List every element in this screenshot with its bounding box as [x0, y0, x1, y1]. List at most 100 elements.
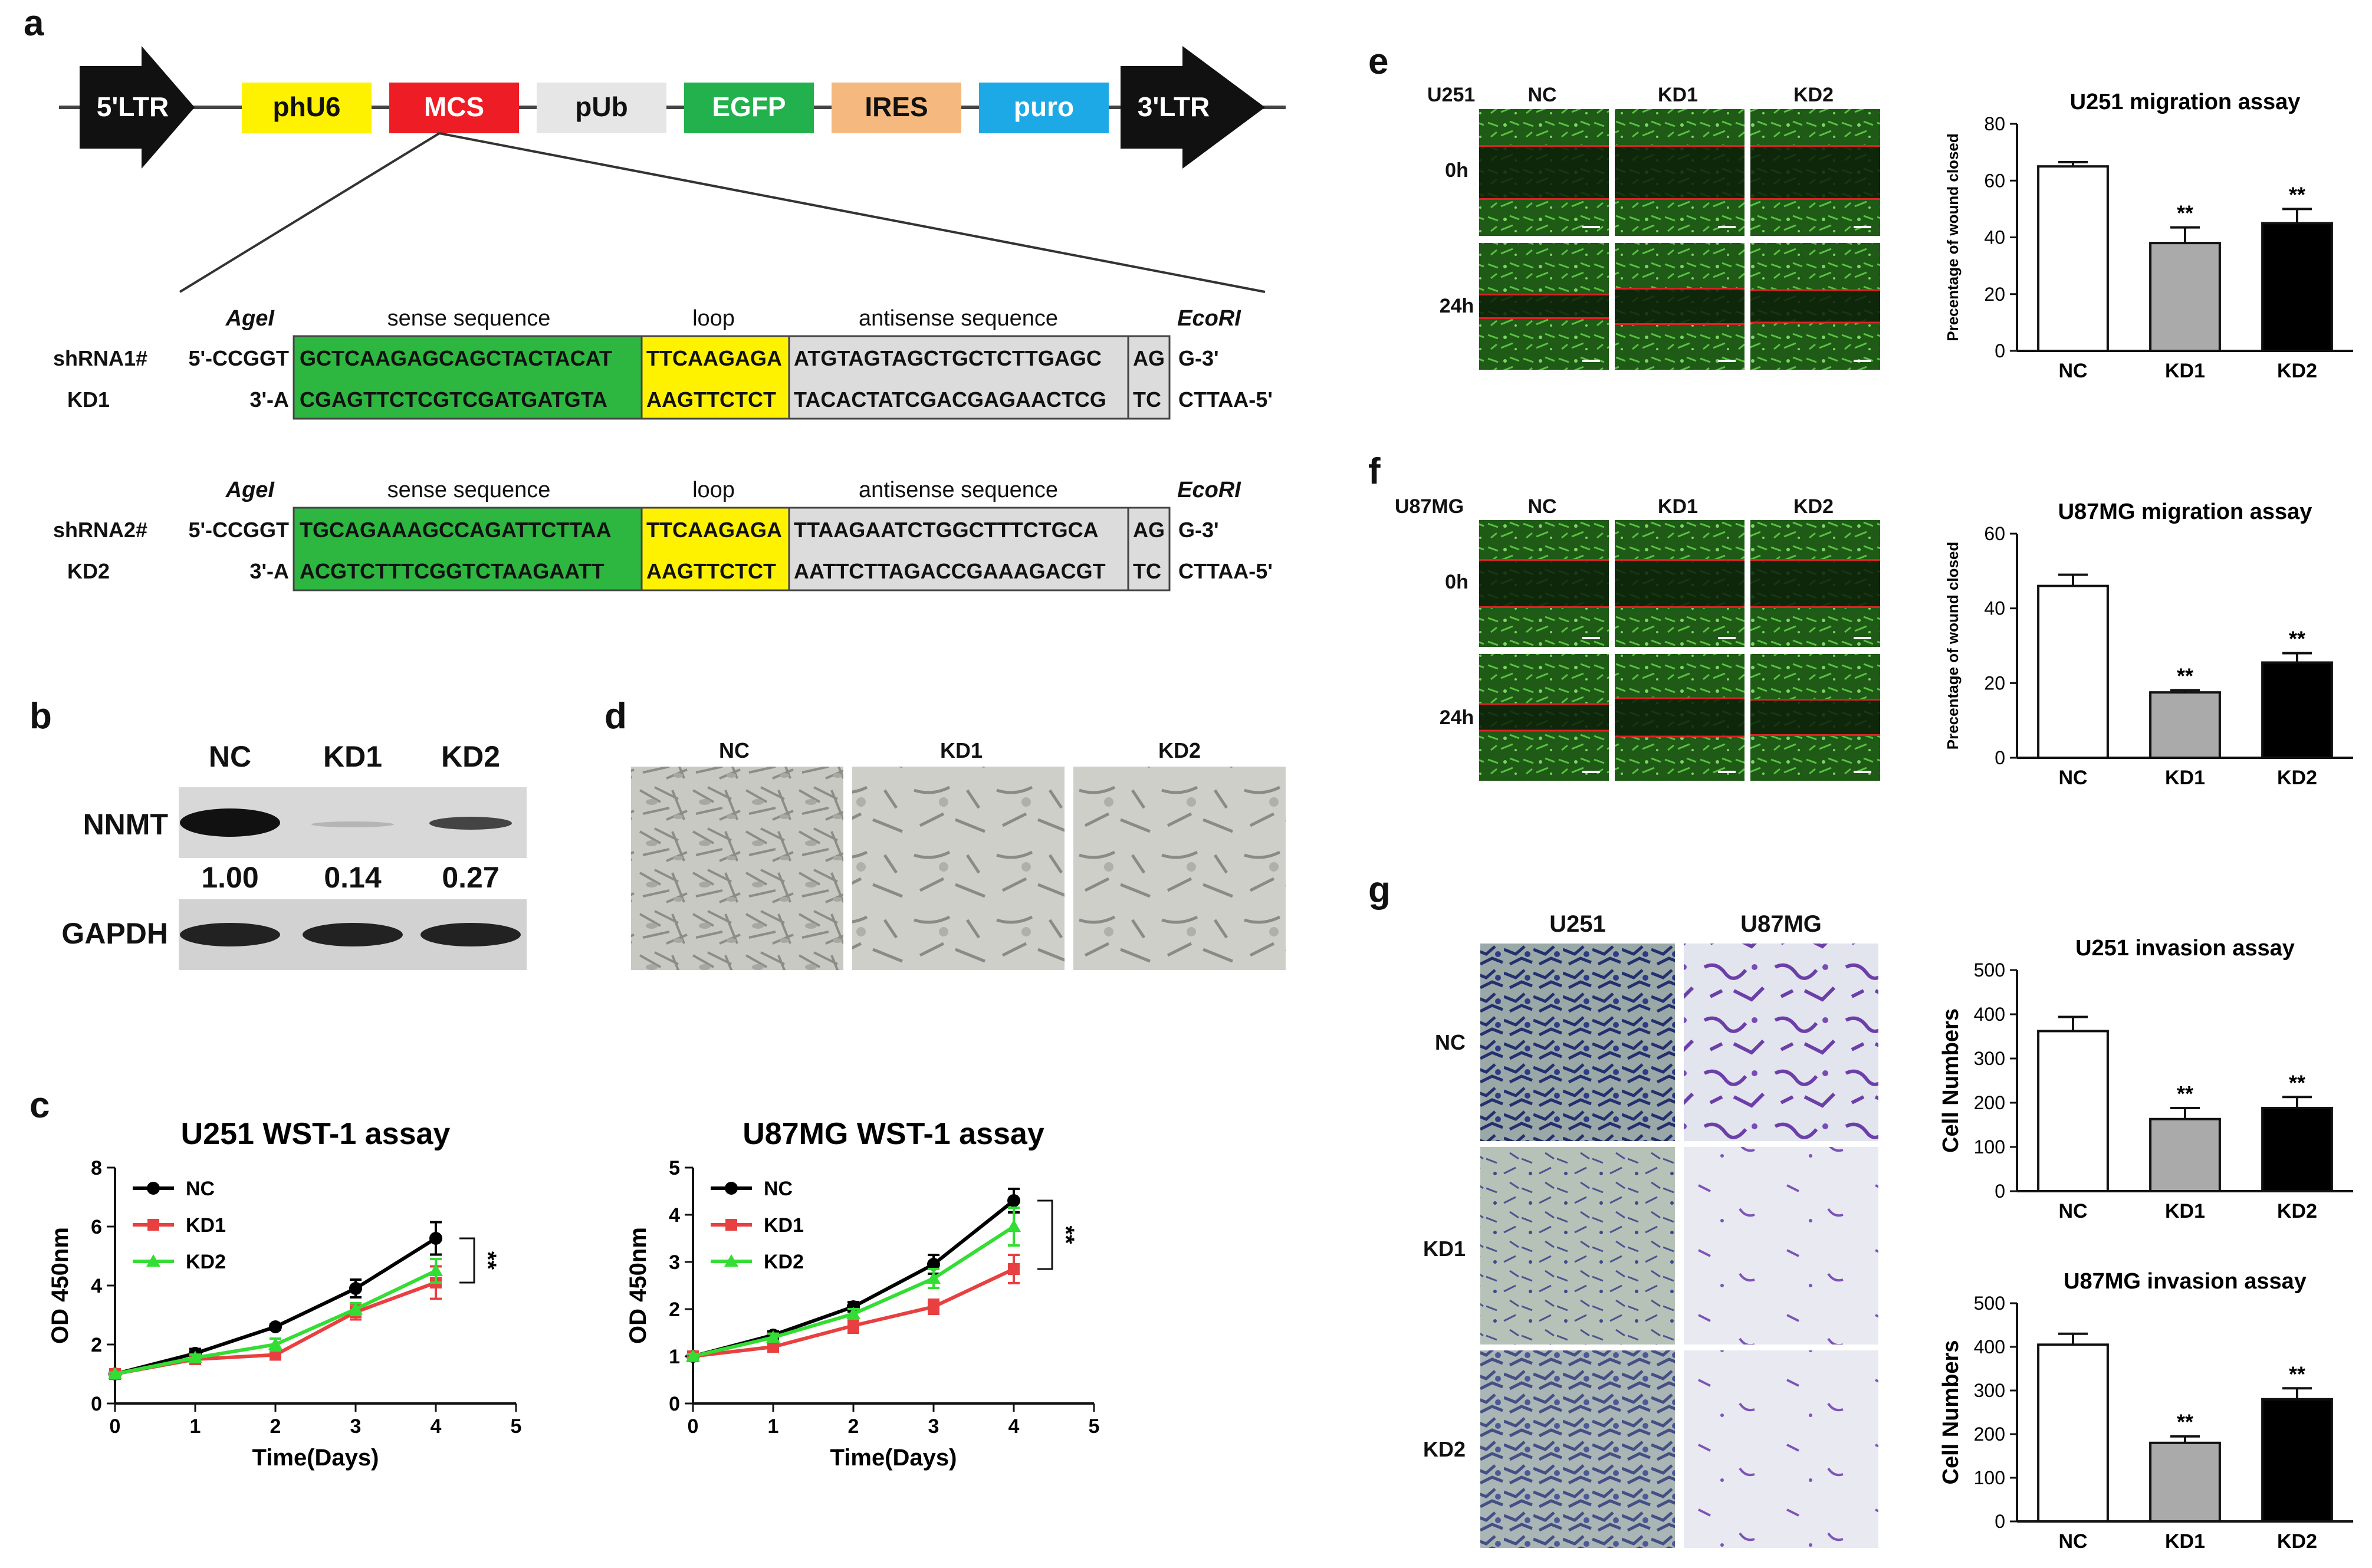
top-prefix: 5'-CCGGT: [188, 518, 289, 542]
y-tick-label: 20: [1984, 284, 2005, 305]
ratio-value: 1.00: [201, 861, 258, 894]
gapdh-band: [303, 923, 403, 946]
end-top: AG: [1133, 518, 1165, 542]
panel-label-d: d: [605, 696, 627, 737]
y-tick-label: 300: [1974, 1048, 2005, 1069]
x-tick-label: KD2: [2277, 767, 2317, 789]
x-tick-label: KD2: [2277, 1530, 2317, 1553]
bottom-prefix: 3'-A: [249, 387, 289, 412]
chart-title: U251 WST-1 assay: [181, 1117, 451, 1151]
y-tick-label: 0: [1995, 340, 2005, 361]
significance-label: **: [2289, 182, 2305, 206]
wound-gap: [1479, 704, 1609, 731]
y-tick-label: 500: [1974, 1293, 2005, 1314]
y-tick-label: 4: [669, 1204, 680, 1227]
nnmt-band-kd1: [311, 821, 394, 827]
agel-label: AgeI: [225, 306, 275, 331]
morph-label: KD1: [940, 738, 983, 762]
significance-label: **: [2177, 663, 2193, 688]
migration-images-u87mg: U87MG NC KD1 KD2 0h 24h: [1395, 495, 1880, 781]
y-tick-label: 400: [1974, 1004, 2005, 1025]
antisense-header: antisense sequence: [859, 306, 1058, 331]
y-axis-label: Precentage of wound closed: [1944, 133, 1962, 341]
data-point: [429, 1264, 443, 1276]
row-label: KD2: [1423, 1437, 1466, 1461]
sense-bottom: ACGTCTTTCGGTCTAAGAATT: [300, 559, 605, 583]
significance-label: **: [2177, 1082, 2193, 1106]
panel-label-b: b: [29, 696, 52, 737]
y-tick-label: 40: [1984, 598, 2005, 619]
antisense-bottom: AATTCTTAGACCGAAAGACGT: [794, 559, 1106, 583]
bar: [2149, 691, 2221, 759]
data-point: [846, 1307, 860, 1319]
shrna-name: shRNA1#: [53, 346, 147, 370]
row-label: 0h: [1445, 159, 1468, 182]
x-tick-label: 4: [1008, 1415, 1020, 1438]
ecori-label: EcoRI: [1177, 306, 1241, 331]
y-tick-label: 0: [1995, 1511, 2005, 1532]
data-point: [1007, 1219, 1021, 1232]
wound-gap: [1479, 560, 1609, 607]
loop-header: loop: [692, 478, 735, 502]
invasion-image-u251-nc: [1480, 944, 1675, 1141]
antisense-bottom: TACACTATCGACGAGAACTCG: [794, 387, 1106, 412]
wound-gap: [1750, 146, 1880, 199]
lane-label: KD2: [441, 740, 500, 773]
y-tick-label: 8: [91, 1157, 102, 1179]
x-tick-label: KD1: [2165, 767, 2205, 789]
invasion-image-u251-kd1: [1480, 1147, 1675, 1345]
chart-title: U87MG migration assay: [2058, 499, 2312, 524]
loop-top: TTCAAGAGA: [646, 346, 782, 370]
y-tick-label: 1: [669, 1346, 680, 1368]
vector-pub: pUb: [537, 83, 666, 133]
vector-egfp: EGFP: [684, 83, 814, 133]
wound-gap: [1479, 294, 1609, 318]
cell-line-label: U87MG: [1395, 495, 1464, 518]
wound-gap: [1750, 699, 1880, 735]
legend-label: NC: [764, 1178, 793, 1200]
y-tick-label: 100: [1974, 1136, 2005, 1158]
row-label: 0h: [1445, 571, 1468, 593]
y-axis-label: Cell Numbers: [1939, 1008, 1963, 1153]
bar: [2261, 661, 2333, 759]
ecori-label: EcoRI: [1177, 478, 1241, 502]
x-tick-label: KD1: [2165, 1530, 2205, 1553]
kd-name: KD2: [67, 559, 110, 583]
col-label: KD2: [1793, 84, 1834, 106]
kd-name: KD1: [67, 387, 110, 412]
sense-bottom: CGAGTTCTCGTCGATGATGTA: [300, 387, 607, 412]
data-point: [847, 1320, 859, 1332]
bar: [2149, 1441, 2221, 1523]
lane-label: KD1: [323, 740, 382, 773]
vector-map: 5'LTR phU6 MCS pUb EGFP IRES puro 3'LTR: [59, 46, 1286, 293]
legend-label: NC: [186, 1178, 215, 1200]
ratio-value: 0.27: [442, 861, 499, 894]
x-tick-label: KD2: [2277, 1200, 2317, 1222]
y-axis-label: Cell Numbers: [1939, 1340, 1963, 1485]
antisense-top: ATGTAGTAGCTGCTCTTGAGC: [794, 346, 1102, 370]
wound-gap: [1615, 288, 1744, 324]
morph-image-nc: [631, 767, 843, 970]
legend-marker: [725, 1219, 737, 1231]
data-point: [268, 1337, 282, 1350]
invasion-image-u87mg-kd2: [1684, 1350, 1878, 1548]
legend-label: KD2: [186, 1251, 226, 1273]
bar: [2261, 1398, 2333, 1523]
sense-header: sense sequence: [387, 306, 551, 331]
row-label: NC: [1435, 1030, 1466, 1054]
x-axis-label: Time(Days): [830, 1445, 957, 1471]
significance-label: **: [2289, 1362, 2305, 1386]
significance-label: **: [2177, 201, 2193, 225]
bottom-prefix: 3'-A: [249, 559, 289, 583]
vector-mcs: MCS: [389, 83, 519, 133]
significance-label: **: [475, 1251, 501, 1270]
legend-label: KD1: [764, 1214, 804, 1237]
suffix-top: G-3': [1178, 346, 1219, 370]
y-tick-label: 2: [669, 1299, 680, 1321]
sense-top: TGCAGAAAGCCAGATTCTTAA: [300, 518, 612, 542]
wound-gap: [1479, 146, 1609, 199]
bar: [2037, 584, 2109, 760]
x-tick-label: NC: [2058, 1200, 2087, 1222]
y-tick-label: 200: [1974, 1092, 2005, 1113]
chart-u251-wst1: U251 WST-1 assay 0 2 4 6 8 0 1 2 3 4 5 Time(Days) OD …: [47, 1117, 521, 1471]
